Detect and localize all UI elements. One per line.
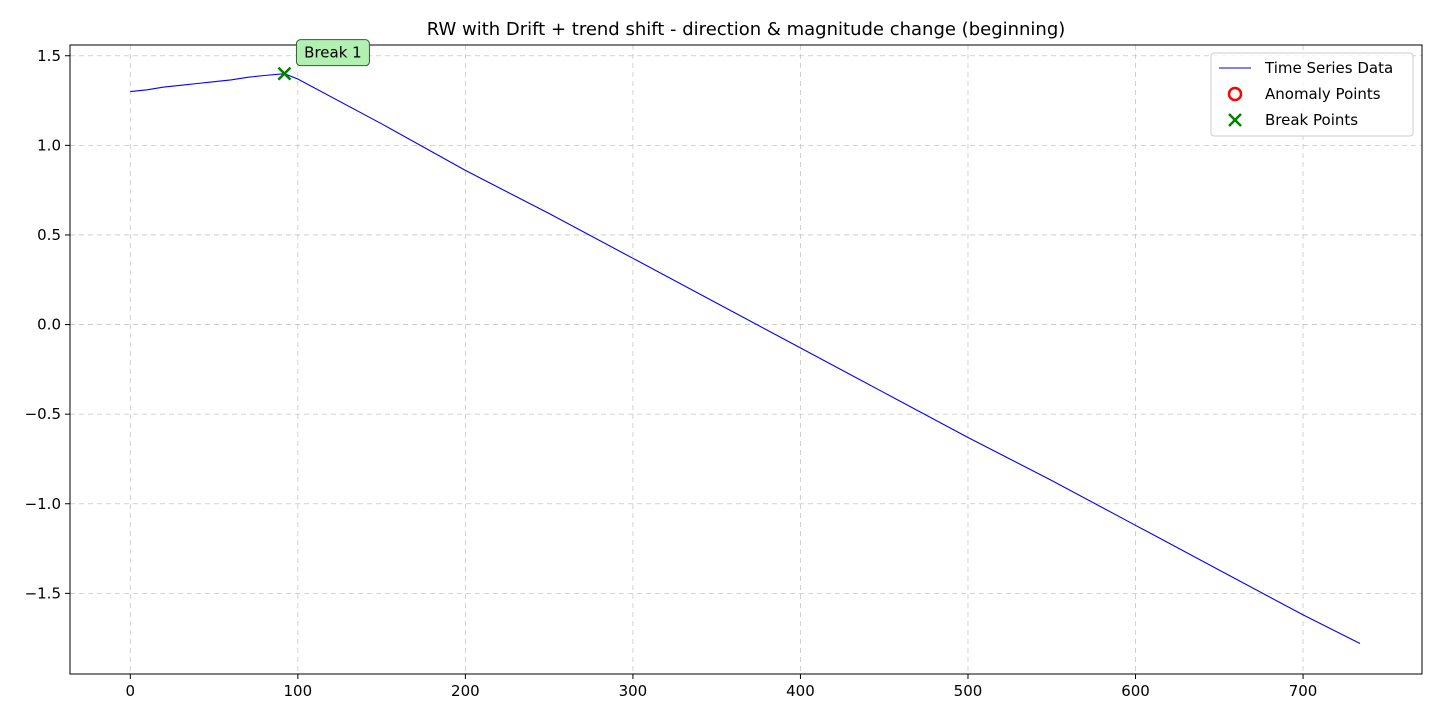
- legend-x-marker: [1228, 113, 1242, 127]
- y-axis: 1.5 1.0 0.5 0.0 −0.5 −1.0 −1.5: [25, 47, 70, 602]
- y-tick-label: −1.5: [25, 584, 61, 602]
- break-annotation-label: Break 1: [304, 44, 362, 62]
- break-annotation: Break 1: [295, 39, 370, 67]
- y-tick-label: −1.0: [25, 495, 61, 513]
- y-tick-label: 1.5: [37, 47, 61, 65]
- grid: [70, 45, 1422, 674]
- x-tick-label: 400: [786, 682, 815, 700]
- legend-label: Anomaly Points: [1265, 85, 1381, 103]
- break-annotation-box: [295, 39, 370, 67]
- axes-frame: [69, 44, 1423, 675]
- time-series-line: [130, 73, 1361, 644]
- x-tick-label: 300: [619, 682, 648, 700]
- plot-area: [130, 66, 1361, 644]
- legend-circle-marker: [1227, 86, 1243, 102]
- x-tick-label: 600: [1121, 682, 1150, 700]
- x-tick-label: 700: [1289, 682, 1318, 700]
- x-axis: 0 100 200 300 400 500 600 700: [126, 674, 1318, 700]
- y-tick-label: 0.0: [37, 316, 61, 334]
- x-tick-label: 200: [451, 682, 480, 700]
- legend-entry: Anomaly Points: [1227, 85, 1381, 103]
- legend-label: Break Points: [1265, 111, 1358, 129]
- break-point-marker: [277, 66, 292, 81]
- x-tick-label: 0: [126, 682, 136, 700]
- y-tick-label: 0.5: [37, 226, 61, 244]
- legend-label: Time Series Data: [1264, 59, 1393, 77]
- x-tick-label: 500: [954, 682, 983, 700]
- x-tick-label: 100: [284, 682, 313, 700]
- chart-title: RW with Drift + trend shift - direction …: [427, 19, 1066, 40]
- legend-box: [1210, 52, 1414, 137]
- y-tick-label: −0.5: [25, 405, 61, 423]
- legend: Time Series Data Anomaly Points Break Poin…: [1210, 52, 1414, 137]
- annotations: Break 1: [295, 39, 370, 67]
- legend-entry: Time Series Data: [1219, 59, 1393, 77]
- y-tick-label: 1.0: [37, 136, 61, 154]
- legend-entry: Break Points: [1228, 111, 1358, 129]
